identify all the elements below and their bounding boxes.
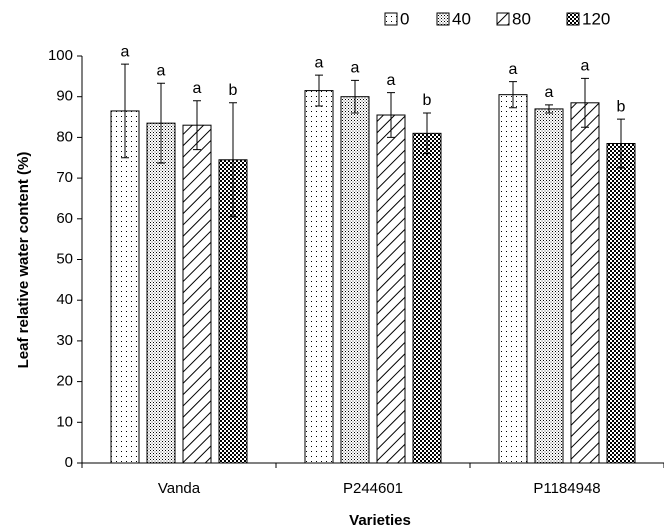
bar xyxy=(340,96,370,464)
bar xyxy=(570,102,600,464)
y-tick-label: 10 xyxy=(56,413,73,430)
significance-label: a xyxy=(157,62,166,79)
x-tick-label: Vanda xyxy=(158,480,201,497)
error-bar xyxy=(121,63,129,159)
error-bar xyxy=(509,81,517,109)
x-axis-title: Varieties xyxy=(349,512,411,529)
error-bar xyxy=(387,92,395,138)
bar xyxy=(376,114,406,464)
bar xyxy=(182,124,212,464)
legend-label: 120 xyxy=(582,9,610,28)
significance-label: a xyxy=(545,84,554,101)
y-tick-label: 80 xyxy=(56,128,73,145)
legend-label: 0 xyxy=(400,9,409,28)
significance-label: b xyxy=(617,98,626,115)
y-tick-label: 50 xyxy=(56,250,73,267)
y-tick-label: 90 xyxy=(56,88,73,105)
y-tick-label: 20 xyxy=(56,373,73,390)
significance-label: a xyxy=(315,54,324,71)
legend-swatch xyxy=(384,12,398,26)
error-bar xyxy=(423,112,431,155)
error-bar xyxy=(193,100,201,151)
legend-label: 40 xyxy=(452,9,471,28)
error-bar xyxy=(157,82,165,164)
significance-label: a xyxy=(581,58,590,75)
error-bar xyxy=(351,79,359,114)
y-tick-label: 100 xyxy=(48,47,73,64)
legend-swatch xyxy=(566,12,580,26)
significance-label: b xyxy=(229,82,238,99)
significance-label: a xyxy=(351,60,360,77)
error-bar xyxy=(229,102,237,218)
bar xyxy=(146,122,176,464)
legend-swatch xyxy=(436,12,450,26)
significance-label: a xyxy=(387,72,396,89)
significance-label: b xyxy=(423,92,432,109)
error-bar xyxy=(545,104,553,114)
bar xyxy=(606,143,636,464)
bar xyxy=(110,110,140,464)
legend-swatch xyxy=(496,12,510,26)
bar xyxy=(412,132,442,464)
bar xyxy=(498,94,528,464)
x-tick-label: P1184948 xyxy=(533,480,600,497)
bar xyxy=(304,90,334,464)
y-tick-label: 40 xyxy=(56,291,73,308)
y-tick-label: 0 xyxy=(65,454,73,471)
y-tick-label: 70 xyxy=(56,169,73,186)
error-bar xyxy=(581,77,589,128)
y-axis-title: Leaf relative water content (%) xyxy=(15,152,32,369)
y-tick-label: 30 xyxy=(56,332,73,349)
significance-label: a xyxy=(509,61,518,78)
x-tick-label: P244601 xyxy=(343,480,403,497)
error-bar xyxy=(617,118,625,169)
significance-label: a xyxy=(121,43,130,60)
significance-label: a xyxy=(193,80,202,97)
y-tick-label: 60 xyxy=(56,210,73,227)
bar xyxy=(534,108,564,464)
error-bar xyxy=(315,74,323,107)
legend-label: 80 xyxy=(512,9,531,28)
